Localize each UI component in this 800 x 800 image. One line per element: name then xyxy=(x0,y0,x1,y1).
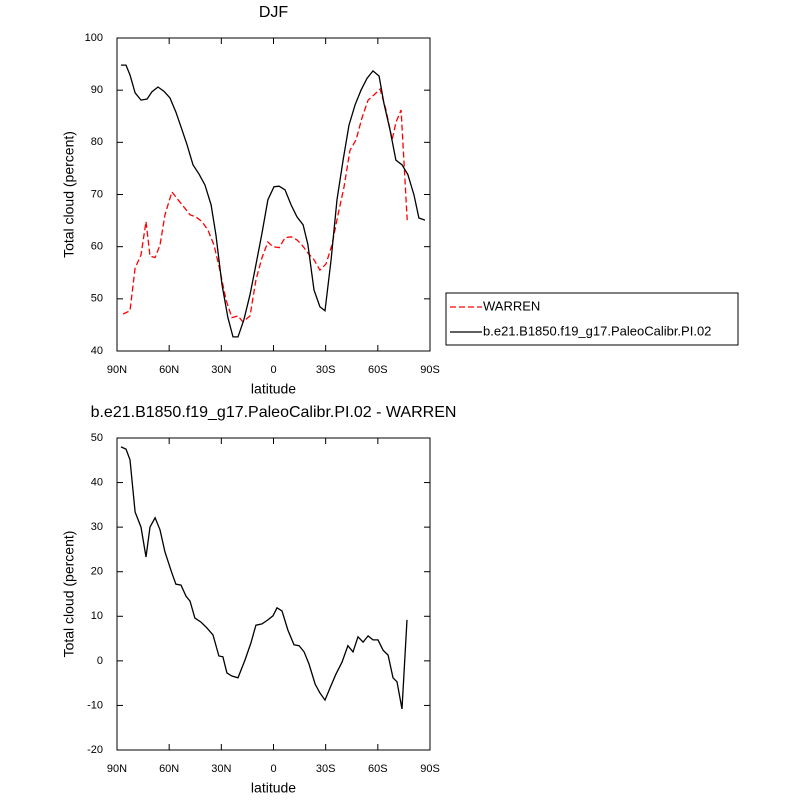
x-tick-label: 90N xyxy=(107,364,127,376)
y-tick-label: 0 xyxy=(97,655,103,667)
x-tick-label: 60S xyxy=(368,763,388,775)
x-tick-label: 0 xyxy=(270,364,276,376)
x-tick-label: 90S xyxy=(420,763,440,775)
y-tick-label: 70 xyxy=(91,188,103,200)
x-tick-label: 30N xyxy=(211,364,231,376)
y-tick-label: 50 xyxy=(91,432,103,444)
chart-title: DJF xyxy=(259,4,289,21)
x-tick-label: 90N xyxy=(107,763,127,775)
y-tick-label: 90 xyxy=(91,84,103,96)
line-series xyxy=(122,87,408,323)
line-series xyxy=(120,446,408,710)
x-axis-label: latitude xyxy=(251,780,296,796)
x-tick-label: 30S xyxy=(316,763,336,775)
x-tick-label: 60S xyxy=(368,364,388,376)
y-tick-label: 80 xyxy=(91,136,103,148)
plot-frame xyxy=(116,437,431,751)
y-tick-label: -10 xyxy=(87,699,103,711)
legend-box xyxy=(445,292,739,346)
legend-label: b.e21.B1850.f19_g17.PaleoCalibr.PI.02 xyxy=(483,323,711,338)
y-tick-label: 60 xyxy=(91,241,103,253)
y-axis-label: Total cloud (percent) xyxy=(61,131,77,258)
x-axis-label: latitude xyxy=(251,381,296,397)
y-tick-label: 10 xyxy=(91,610,103,622)
y-tick-label: 100 xyxy=(85,32,103,44)
y-axis-label: Total cloud (percent) xyxy=(61,531,77,658)
y-tick-label: 50 xyxy=(91,293,103,305)
y-tick-label: 20 xyxy=(91,566,103,578)
x-tick-label: 30S xyxy=(316,364,336,376)
x-tick-label: 90S xyxy=(420,364,440,376)
x-tick-label: 60N xyxy=(159,364,179,376)
x-tick-label: 0 xyxy=(270,763,276,775)
y-tick-label: -20 xyxy=(87,744,103,756)
plot-frame xyxy=(116,37,431,352)
x-tick-label: 60N xyxy=(159,763,179,775)
x-tick-label: 30N xyxy=(211,763,231,775)
y-tick-label: 40 xyxy=(91,476,103,488)
legend-label: WARREN xyxy=(483,298,540,313)
y-tick-label: 40 xyxy=(91,345,103,357)
y-tick-label: 30 xyxy=(91,521,103,533)
line-series xyxy=(121,64,426,338)
chart-title: b.e21.B1850.f19_g17.PaleoCalibr.PI.02 - … xyxy=(91,404,457,421)
